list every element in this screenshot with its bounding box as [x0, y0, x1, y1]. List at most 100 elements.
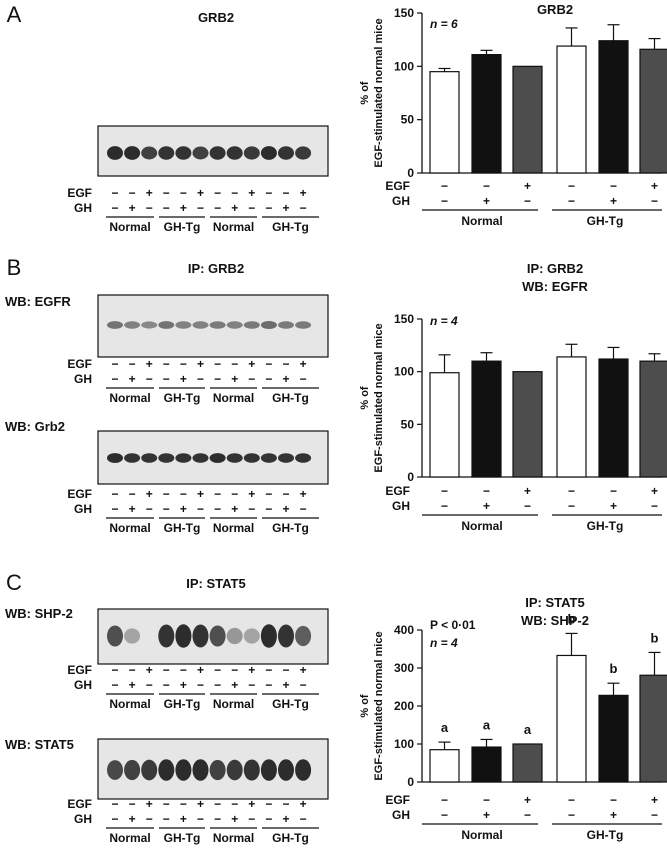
gh-sign: +	[282, 502, 289, 516]
group-label: GH-Tg	[587, 519, 624, 533]
gh-sign: −	[111, 678, 118, 692]
egf-sign: +	[651, 793, 658, 807]
gh-sign: −	[214, 201, 221, 215]
blot-band	[175, 453, 192, 463]
egf-sign: −	[610, 484, 617, 498]
egf-sign: −	[129, 186, 136, 200]
gh-sign: −	[651, 808, 658, 822]
gh-sign: +	[610, 808, 617, 822]
p-value-label: P < 0·01	[430, 618, 476, 632]
egf-sign: −	[265, 797, 272, 811]
egf-sign: −	[214, 663, 221, 677]
wb-label: WB: Grb2	[5, 419, 65, 434]
blot-band	[107, 625, 123, 647]
egf-sign: −	[214, 487, 221, 501]
gh-sign: +	[129, 502, 136, 516]
gh-sign: +	[282, 372, 289, 386]
blot-group-label: Normal	[109, 220, 150, 234]
y-tick-label: 100	[394, 365, 414, 379]
blot-band	[260, 624, 277, 648]
egf-sign: −	[282, 487, 289, 501]
gh-sign: −	[248, 502, 255, 516]
egf-sign: +	[197, 487, 204, 501]
group-label: GH-Tg	[587, 214, 624, 228]
egf-sign: −	[231, 663, 238, 677]
egf-sign: +	[248, 357, 255, 371]
egf-sign: +	[146, 487, 153, 501]
blot-band	[243, 453, 260, 463]
gh-sign: −	[197, 201, 204, 215]
blot-group-label: Normal	[213, 521, 254, 535]
significance-letter: b	[568, 611, 576, 626]
bar-chart-b: IP: GRB2 WB: EGFR 0 50 100 150 % of EGF-stimula…	[359, 261, 667, 533]
significance-letter: a	[483, 717, 491, 732]
bar	[471, 746, 502, 783]
gh-row-label: GH	[74, 372, 92, 386]
egf-sign: −	[111, 487, 118, 501]
gh-sign: −	[214, 678, 221, 692]
significance-letter: b	[651, 630, 659, 645]
panel-letter: A	[7, 2, 22, 27]
y-tick-label: 200	[394, 699, 414, 713]
gh-sign: −	[146, 502, 153, 516]
egf-row-label: EGF	[385, 793, 410, 807]
bar	[639, 48, 667, 174]
egf-sign: −	[111, 357, 118, 371]
blot-group-label: GH-Tg	[164, 831, 201, 845]
blot-band	[260, 453, 277, 463]
gh-sign: +	[282, 812, 289, 826]
blot-band	[141, 453, 158, 463]
blot-group-label: GH-Tg	[164, 220, 201, 234]
bar	[598, 694, 629, 783]
y-axis-label: EGF-stimulated normal mice	[373, 631, 385, 780]
gh-sign: −	[214, 502, 221, 516]
blot-title: GRB2	[198, 10, 234, 25]
gh-row-label: GH	[392, 499, 410, 513]
egf-sign: +	[197, 663, 204, 677]
blot-band	[295, 453, 312, 463]
blot-band	[209, 321, 226, 329]
blot-grb2-loading	[97, 430, 329, 485]
egf-sign: −	[568, 179, 575, 193]
gh-sign: −	[248, 201, 255, 215]
blot-band	[226, 759, 243, 781]
y-tick-label: 50	[401, 113, 415, 127]
gh-row-label: GH	[392, 194, 410, 208]
egf-sign: −	[282, 797, 289, 811]
gh-sign: +	[282, 201, 289, 215]
egf-sign: −	[610, 793, 617, 807]
blot-grb2	[97, 125, 329, 177]
egf-sign: −	[180, 357, 187, 371]
egf-sign: −	[163, 487, 170, 501]
blot-group-label: GH-Tg	[272, 697, 309, 711]
gh-sign: −	[163, 502, 170, 516]
blot-band	[107, 146, 123, 160]
blot-band	[124, 321, 141, 329]
gh-row-label: GH	[74, 201, 92, 215]
egf-row-label: EGF	[67, 797, 92, 811]
blot-band	[158, 453, 175, 463]
gh-sign: −	[568, 194, 575, 208]
egf-sign: +	[651, 484, 658, 498]
gh-sign: +	[129, 678, 136, 692]
blot-band	[278, 146, 294, 160]
egf-sign: −	[282, 663, 289, 677]
gh-sign: +	[180, 201, 187, 215]
blot-band	[124, 759, 141, 781]
gh-sign: −	[163, 201, 170, 215]
gh-sign: +	[610, 499, 617, 513]
egf-sign: +	[248, 797, 255, 811]
egf-sign: +	[651, 179, 658, 193]
egf-sign: −	[441, 179, 448, 193]
gh-sign: −	[146, 678, 153, 692]
egf-sign: −	[129, 357, 136, 371]
bar	[471, 360, 502, 478]
y-tick-label: 50	[401, 417, 415, 431]
blot-band	[243, 628, 260, 644]
bar	[598, 358, 629, 478]
egf-sign: −	[111, 797, 118, 811]
gh-sign: +	[483, 499, 490, 513]
